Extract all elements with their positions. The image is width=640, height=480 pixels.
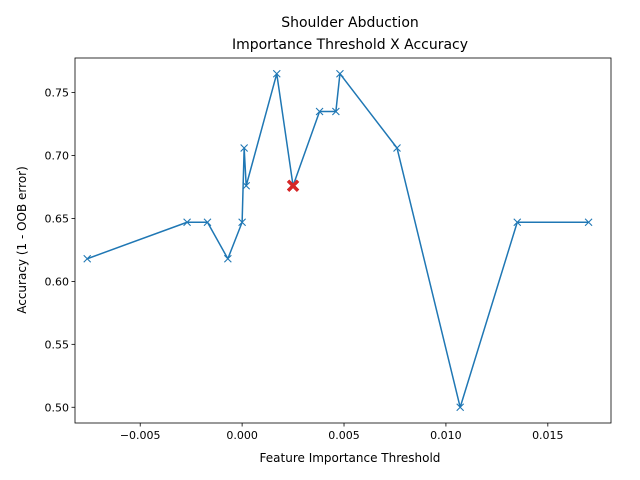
data-point-marker [272,69,281,78]
data-point-marker [223,254,232,263]
data-point-marker [83,254,92,263]
y-tick-label: 0.65 [45,212,70,225]
data-point-marker [331,107,340,116]
plot-area-frame [74,57,612,424]
y-axis-label: Accuracy (1 - OOB error) [15,166,29,314]
y-tick-label: 0.60 [45,275,70,288]
data-point-marker [240,144,249,152]
data-point-marker [238,218,247,227]
chart-title: Shoulder Abduction [281,15,419,31]
x-tick-label: 0.005 [328,429,360,442]
x-axis-label: Feature Importance Threshold [260,451,441,465]
data-point-marker [203,218,212,227]
highlighted-point-marker [286,179,300,193]
chart-subtitle: Importance Threshold X Accuracy [232,37,468,53]
data-point-marker [183,218,191,227]
x-tick-label: 0.000 [226,429,258,442]
data-point-marker [336,69,344,78]
x-tick-label: 0.010 [430,429,462,442]
y-tick-label: 0.70 [45,150,70,163]
data-point-marker [456,403,465,412]
y-tick-label: 0.50 [45,401,70,414]
x-tick-label: −0.005 [120,429,161,442]
y-tick-label: 0.55 [45,338,70,351]
data-point-marker [513,218,522,227]
data-point-marker [584,218,593,227]
data-point-marker [315,107,324,116]
x-tick-label: 0.015 [532,429,564,442]
series-line [86,72,589,409]
y-tick-label: 0.75 [45,87,70,100]
data-point-marker [393,144,401,152]
data-point-marker [242,181,251,190]
